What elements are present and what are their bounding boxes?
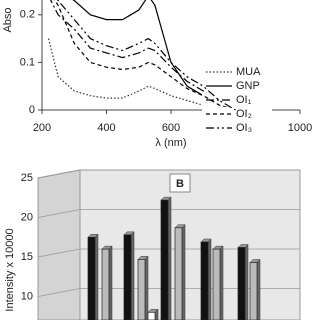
chart-title: B (176, 178, 184, 190)
x-axis-label: λ (nm) (155, 137, 186, 149)
legend-bg (202, 93, 272, 107)
legend-label: OI₂ (236, 108, 252, 120)
x-tick-label: 200 (33, 122, 51, 134)
legend-bg (202, 121, 272, 135)
bar (87, 236, 96, 320)
y-tick-label: 0 (29, 104, 35, 116)
y-tick-label: 0.1 (20, 56, 35, 68)
bar-side (108, 245, 113, 320)
data-line (47, 38, 236, 111)
bar-side (207, 238, 212, 320)
y-tick-label: 20 (21, 211, 33, 223)
y-tick-label: 15 (21, 251, 33, 263)
grid-line (37, 169, 300, 179)
grid-line (37, 209, 300, 218)
bar (147, 311, 156, 320)
bar (200, 241, 209, 320)
bar-side (181, 224, 186, 320)
y-tick-label: 25 (21, 172, 33, 184)
grid-line (37, 248, 300, 258)
bar (123, 234, 132, 320)
title-box (169, 173, 191, 193)
x-tick-label: 1000 (288, 122, 312, 134)
side-wall (37, 169, 81, 320)
legend-label: GNP (236, 80, 260, 92)
bar-side (219, 245, 224, 320)
bar-side (144, 255, 149, 320)
legend-bg (202, 107, 272, 121)
legend-label: MUA (236, 66, 261, 78)
bar (174, 227, 183, 320)
data-line (57, 0, 236, 111)
legend-bg (202, 65, 272, 79)
data-line (53, 0, 236, 111)
bar (237, 247, 246, 320)
bar-side (94, 233, 99, 320)
bar (137, 259, 146, 320)
y-axis-label: Abso (2, 7, 14, 32)
data-line (49, 0, 236, 111)
y-axis-label: Intensity x 10000 (4, 228, 16, 311)
bar-side (256, 258, 261, 320)
legend-label: OI₃ (236, 122, 252, 134)
legend-bg (202, 79, 272, 93)
bar (249, 262, 258, 320)
bar (212, 248, 221, 320)
grid-line (37, 288, 300, 297)
y-tick-label: 0.2 (20, 9, 35, 21)
bar (101, 248, 110, 320)
bar (160, 199, 169, 320)
bar-side (130, 231, 135, 320)
legend-label: OI₁ (236, 94, 252, 106)
x-tick-label: 400 (97, 122, 115, 134)
x-tick-label: 600 (162, 122, 180, 134)
y-tick-label: 10 (21, 290, 33, 302)
bar-side (244, 243, 249, 320)
bar-side (167, 196, 172, 320)
